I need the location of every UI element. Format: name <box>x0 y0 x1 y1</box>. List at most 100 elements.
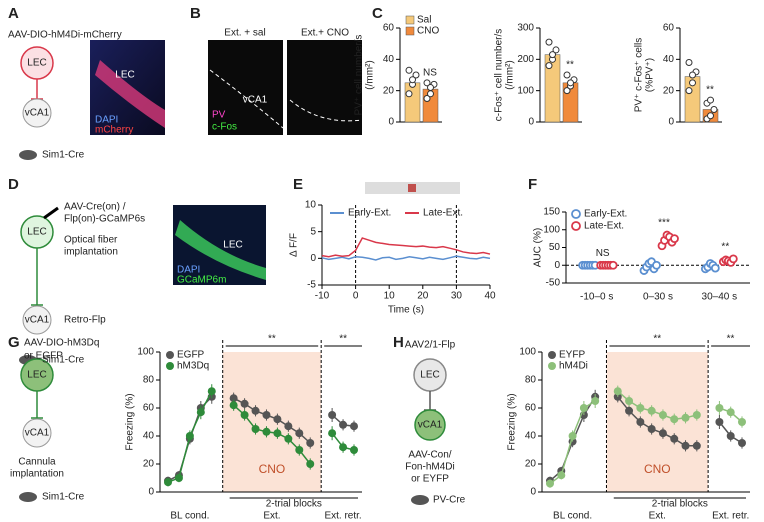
x-tick-label: -10–0 s <box>580 292 613 303</box>
panel-letter: B <box>190 5 201 22</box>
panel-letter: D <box>8 176 19 193</box>
point <box>670 234 679 244</box>
annotation: NS <box>423 67 437 78</box>
point <box>284 422 293 431</box>
group-label: Ext. retr. <box>712 511 749 522</box>
label: DAPI <box>95 115 118 126</box>
y-axis-label: Δ F/F <box>289 233 300 257</box>
legend-label: Early-Ext. <box>584 209 627 220</box>
point <box>262 427 271 436</box>
diagram-d <box>19 205 266 365</box>
legend-label: CNO <box>417 26 439 37</box>
x-tick-label: 0 <box>353 291 359 302</box>
point <box>423 95 431 102</box>
point <box>670 415 679 424</box>
block-label: 2-trial blocks <box>652 499 708 510</box>
point <box>328 411 337 419</box>
label: DAPI <box>177 265 200 276</box>
legend-swatch <box>166 351 174 359</box>
y-axis-label: (%PV⁺) <box>645 58 656 92</box>
point <box>715 404 724 412</box>
annotation: ** <box>566 60 574 71</box>
point <box>423 79 431 87</box>
y-tick-label: 60 <box>663 23 675 34</box>
y-tick-label: 20 <box>525 459 537 470</box>
y-tick-label: 60 <box>143 403 155 414</box>
y-tick-label: 100 <box>517 85 534 96</box>
label: vCA1 <box>25 315 50 326</box>
point <box>658 429 667 438</box>
label: Ext.+ CNO <box>301 28 349 39</box>
annotation: ** <box>653 334 661 345</box>
y-tick-label: 10 <box>305 200 317 211</box>
y-tick-label: 0 <box>668 117 674 128</box>
y-axis-label: (/mm²) <box>365 60 376 89</box>
y-tick-label: 0 <box>148 487 154 498</box>
point <box>613 387 622 396</box>
y-tick-label: 5 <box>310 226 316 237</box>
y-tick-label: 0 <box>554 260 560 271</box>
point <box>689 71 696 79</box>
point <box>726 408 735 417</box>
point <box>658 411 667 419</box>
y-tick-label: 150 <box>543 207 560 218</box>
point <box>545 62 553 70</box>
point <box>636 418 645 426</box>
label: LEC <box>27 58 46 69</box>
label: Retro-Flp <box>64 315 106 326</box>
point <box>647 406 656 415</box>
point <box>409 76 416 84</box>
point <box>339 443 348 452</box>
point <box>715 418 724 426</box>
diagram-a <box>19 40 165 160</box>
point <box>207 387 216 396</box>
label: vCA1 <box>25 428 50 439</box>
group-label: BL cond. <box>170 511 209 522</box>
point <box>545 38 553 46</box>
point <box>685 87 693 95</box>
label: or EYFP <box>411 474 449 485</box>
y-tick-label: 40 <box>383 54 395 65</box>
legend-label: hM3Dq <box>177 361 209 372</box>
legend-swatch <box>405 15 415 25</box>
label: Sim1-Cre <box>42 355 85 366</box>
point <box>295 429 304 438</box>
label: Sim1-Cre <box>42 492 85 503</box>
y-tick-label: 20 <box>663 85 675 96</box>
point <box>707 112 714 120</box>
y-tick-label: 0 <box>388 117 394 128</box>
shade <box>222 352 322 492</box>
group-label: Ext. <box>649 511 666 522</box>
point <box>738 418 746 426</box>
point <box>728 254 738 264</box>
y-tick-label: 20 <box>143 459 155 470</box>
point <box>681 413 690 422</box>
point <box>229 401 238 410</box>
y-axis-label: c-Fos⁺ cell number/s <box>494 29 505 122</box>
point <box>692 441 701 450</box>
point <box>636 404 645 412</box>
point <box>284 434 293 443</box>
point <box>552 46 560 54</box>
point <box>306 439 315 447</box>
y-tick-label: 40 <box>663 54 675 65</box>
annotation: ** <box>268 334 276 345</box>
y-tick-label: 20 <box>383 85 395 96</box>
image-b <box>208 40 363 135</box>
bar <box>404 82 421 123</box>
label: vCA1 <box>243 95 268 106</box>
label: or EGFP <box>24 351 63 362</box>
sound-bar <box>365 182 460 194</box>
diagram-h <box>411 358 447 505</box>
point <box>567 79 574 87</box>
label: LEC <box>27 227 46 238</box>
point <box>549 51 556 59</box>
label: LEC <box>420 370 439 381</box>
group-label: BL cond. <box>553 511 592 522</box>
label: PV-Cre <box>433 495 466 506</box>
annotation: ** <box>727 334 735 345</box>
point <box>427 90 434 98</box>
point <box>273 415 282 424</box>
y-tick-label: 60 <box>383 23 395 34</box>
